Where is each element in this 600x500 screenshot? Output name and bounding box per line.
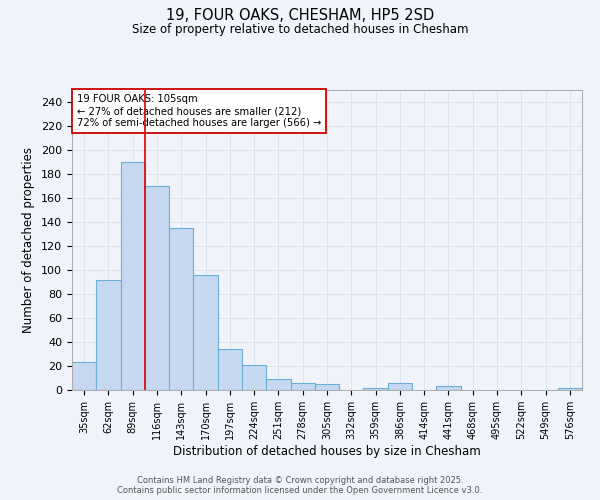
Y-axis label: Number of detached properties: Number of detached properties — [22, 147, 35, 333]
X-axis label: Distribution of detached houses by size in Chesham: Distribution of detached houses by size … — [173, 445, 481, 458]
Text: Size of property relative to detached houses in Chesham: Size of property relative to detached ho… — [132, 22, 468, 36]
Bar — [436, 386, 461, 390]
Bar — [242, 365, 266, 390]
Bar — [96, 280, 121, 390]
Bar — [169, 228, 193, 390]
Bar — [558, 388, 582, 390]
Bar — [121, 162, 145, 390]
Bar — [145, 186, 169, 390]
Bar — [218, 349, 242, 390]
Bar — [388, 383, 412, 390]
Bar — [364, 388, 388, 390]
Bar — [290, 383, 315, 390]
Bar — [193, 275, 218, 390]
Text: 19 FOUR OAKS: 105sqm
← 27% of detached houses are smaller (212)
72% of semi-deta: 19 FOUR OAKS: 105sqm ← 27% of detached h… — [77, 94, 322, 128]
Text: 19, FOUR OAKS, CHESHAM, HP5 2SD: 19, FOUR OAKS, CHESHAM, HP5 2SD — [166, 8, 434, 22]
Bar — [315, 384, 339, 390]
Text: Contains HM Land Registry data © Crown copyright and database right 2025.
Contai: Contains HM Land Registry data © Crown c… — [118, 476, 482, 495]
Bar — [266, 379, 290, 390]
Bar — [72, 362, 96, 390]
